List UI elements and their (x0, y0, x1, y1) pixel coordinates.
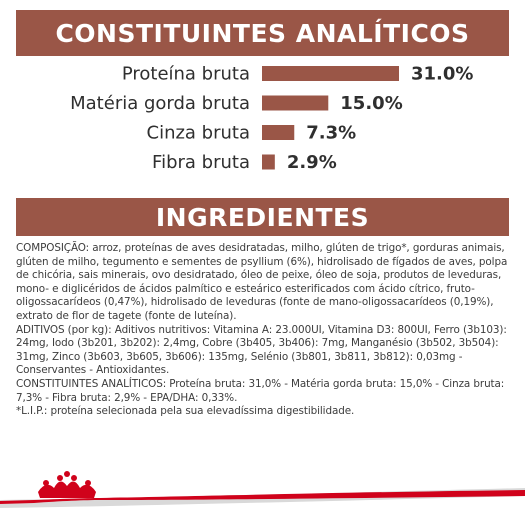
ingredients-header: INGREDIENTES (16, 198, 509, 236)
value-label: 15.0% (340, 93, 402, 114)
bar (262, 66, 399, 81)
value-label: 2.9% (287, 152, 337, 173)
category-label: Cinza bruta (147, 123, 251, 144)
royal-crown-icon (38, 471, 96, 498)
analytic-constituents-paragraph: CONSTITUINTES ANALÍTICOS: Proteína bruta… (16, 377, 505, 404)
ingredients-text-block: COMPOSIÇÃO: arroz, proteínas de aves des… (16, 242, 512, 419)
analytic-constituents-header: CONSTITUINTES ANALÍTICOS (16, 10, 509, 56)
analytic-constituents-title: CONSTITUINTES ANALÍTICOS (55, 18, 470, 48)
value-label: 31.0% (411, 64, 473, 85)
composition-paragraph: COMPOSIÇÃO: arroz, proteínas de aves des… (16, 242, 508, 322)
footer-brand-wave (0, 471, 525, 508)
footer-red-band (0, 490, 525, 504)
ingredients-title: INGREDIENTES (155, 202, 370, 232)
lip-footnote: *L.I.P.: proteína selecionada pela sua e… (16, 405, 355, 418)
value-label: 7.3% (306, 123, 356, 144)
bar (262, 125, 295, 140)
category-label: Fibra bruta (152, 152, 250, 173)
category-label: Matéria gorda bruta (70, 93, 250, 114)
bar (262, 154, 275, 170)
analytic-bar-chart: Proteína bruta 31.0% Matéria gorda bruta 15… (70, 64, 473, 174)
bar (262, 95, 329, 111)
additives-paragraph: ADITIVOS (por kg): Aditivos nutritivos: … (16, 323, 507, 377)
category-label: Proteína bruta (122, 64, 250, 85)
